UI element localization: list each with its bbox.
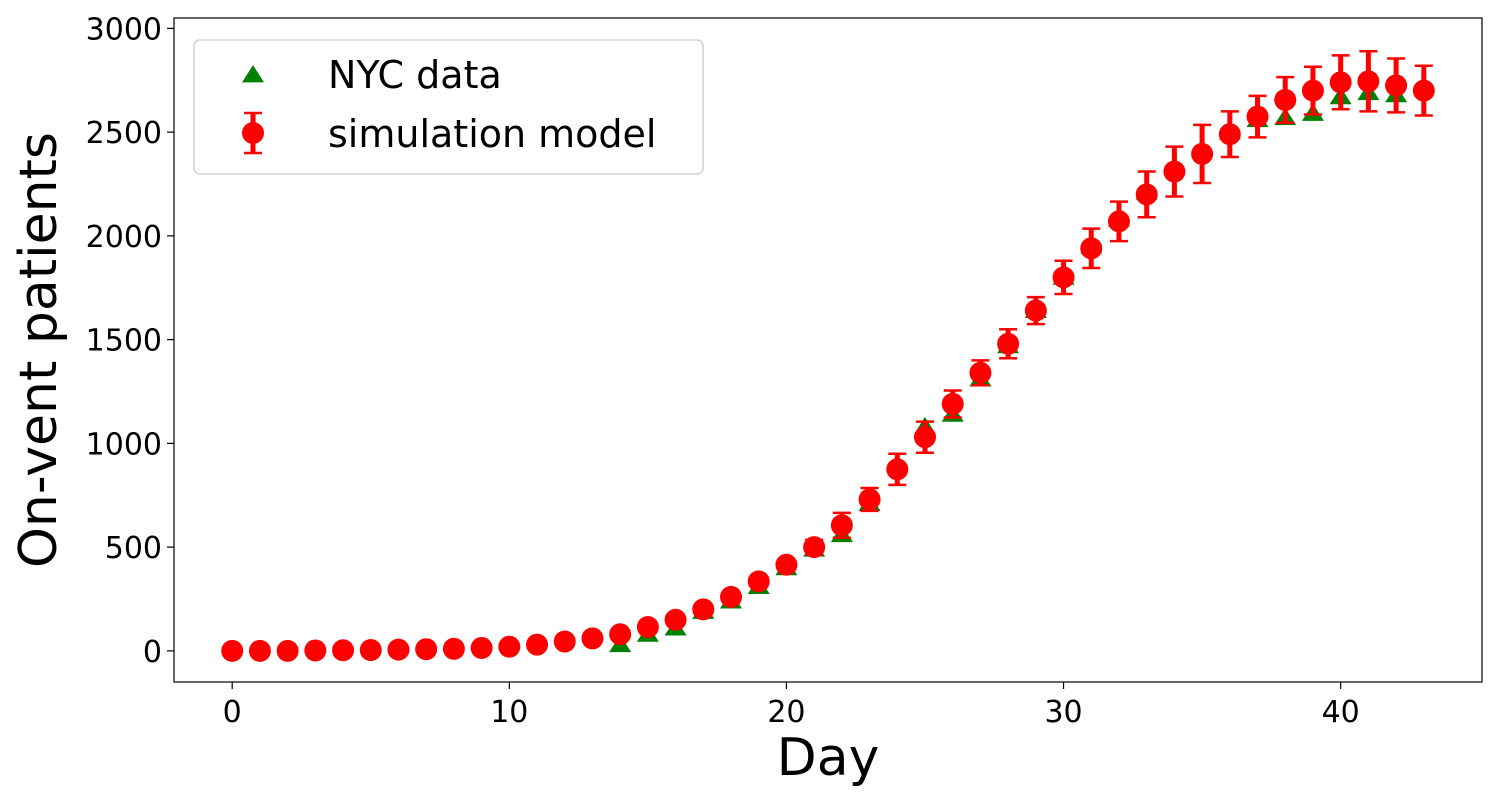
x-tick-label: 40	[1322, 695, 1360, 730]
sim-data-point	[636, 616, 659, 639]
plot-frame	[173, 17, 1483, 683]
sim-data-point	[803, 536, 826, 559]
y-tick-label: 3000	[86, 12, 162, 47]
sim-data-point	[775, 553, 798, 576]
sim-data-point	[969, 361, 992, 384]
sim-data-point	[553, 630, 576, 653]
legend-label-nyc: NYC data	[328, 53, 502, 97]
sim-data-point	[221, 639, 244, 662]
x-axis-title: Day	[777, 728, 880, 788]
sim-data-point	[609, 623, 632, 646]
sim-data-point	[248, 639, 271, 662]
sim-data-point	[1246, 105, 1269, 128]
legend-box	[193, 39, 704, 175]
sim-data-point	[886, 458, 909, 481]
sim-data-point	[526, 633, 549, 656]
x-tick-label: 20	[767, 695, 805, 730]
sim-data-point	[692, 598, 715, 621]
x-tick-label: 0	[223, 695, 242, 730]
sim-data-point	[1024, 299, 1047, 322]
y-tick-label: 2000	[86, 220, 162, 255]
sim-data-point	[359, 639, 382, 662]
sim-data-point	[830, 514, 853, 537]
sim-data-point	[1357, 70, 1380, 93]
sim-data-point	[581, 627, 604, 650]
y-axis-title: On-vent patients	[9, 132, 69, 568]
sim-data-point	[415, 638, 438, 661]
sim-data-point	[276, 639, 299, 662]
y-tick-label: 0	[143, 635, 162, 670]
sim-data-point	[1191, 142, 1214, 165]
sim-data-point	[1135, 183, 1158, 206]
x-tick-label: 30	[1044, 695, 1082, 730]
sim-data-point	[664, 608, 687, 631]
sim-data-point	[1274, 88, 1297, 111]
sim-data-point	[941, 392, 964, 415]
sim-data-point	[913, 426, 936, 449]
sim-data-point	[1052, 266, 1075, 289]
y-tick-label: 2500	[86, 116, 162, 151]
sim-data-point	[470, 636, 493, 659]
sim-data-point	[997, 332, 1020, 355]
sim-data-point	[387, 638, 410, 661]
legend-label-sim: simulation model	[328, 112, 657, 156]
y-tick-label: 1500	[86, 324, 162, 359]
legend-marker-nyc	[242, 65, 264, 83]
sim-data-point	[1412, 79, 1435, 102]
sim-data-point	[1107, 210, 1130, 233]
legend-marker-sim	[242, 122, 264, 144]
sim-data-point	[1218, 123, 1241, 146]
y-tick-label: 1000	[86, 427, 162, 462]
sim-data-point	[498, 635, 521, 658]
sim-data-point	[1385, 74, 1408, 97]
sim-data-point	[1080, 237, 1103, 260]
sim-data-point	[720, 585, 743, 608]
x-tick-label: 10	[490, 695, 528, 730]
sim-data-point	[858, 488, 881, 511]
sim-data-point	[1301, 79, 1324, 102]
sim-data-point	[304, 639, 327, 662]
sim-data-point	[332, 639, 355, 662]
y-tick-label: 500	[105, 531, 162, 566]
sim-data-point	[1163, 160, 1186, 183]
sim-data-point	[1329, 71, 1352, 94]
sim-data-point	[442, 637, 465, 660]
sim-data-point	[747, 570, 770, 593]
